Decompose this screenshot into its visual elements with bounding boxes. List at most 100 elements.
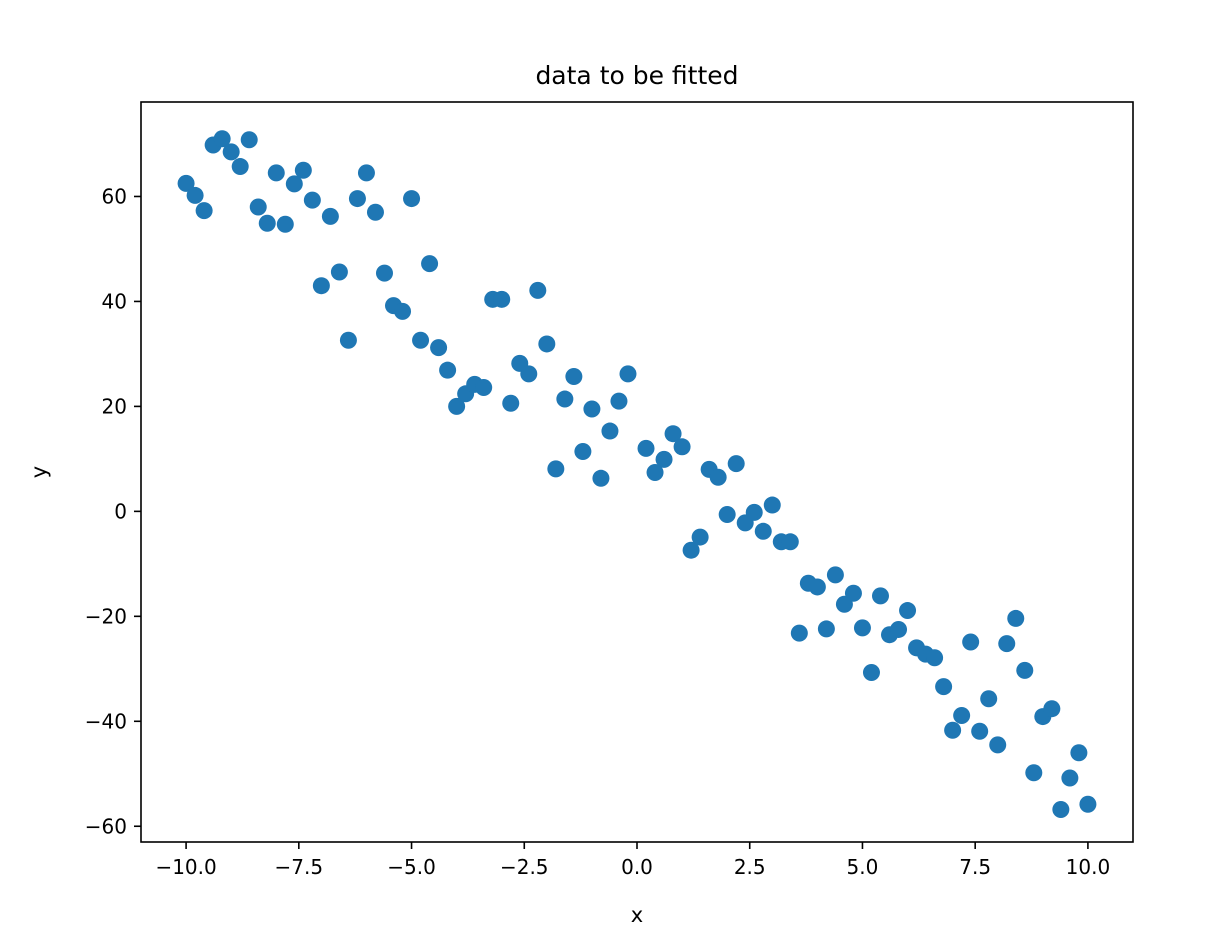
data-point-10 xyxy=(267,164,285,182)
data-point-8 xyxy=(249,198,267,216)
data-point-33 xyxy=(475,379,493,396)
data-point-49 xyxy=(619,365,637,383)
data-point-1 xyxy=(186,186,204,204)
y-tick-label: −60 xyxy=(85,814,127,838)
y-tick-label: 40 xyxy=(102,289,127,313)
y-axis-label: y xyxy=(27,466,51,478)
chart-title: data to be fitted xyxy=(535,61,738,90)
data-point-79 xyxy=(899,602,917,620)
data-point-55 xyxy=(682,541,700,559)
data-point-99 xyxy=(1079,795,1097,813)
data-point-71 xyxy=(826,566,844,584)
x-tick-label: 0.0 xyxy=(621,855,653,879)
data-point-13 xyxy=(294,161,312,179)
x-tick-label: −2.5 xyxy=(500,855,549,879)
x-tick-label: −5.0 xyxy=(387,855,436,879)
data-point-18 xyxy=(339,331,357,349)
data-point-21 xyxy=(366,203,384,221)
data-point-88 xyxy=(980,690,998,708)
data-point-95 xyxy=(1043,700,1061,718)
data-point-36 xyxy=(502,394,520,412)
y-axis: −60 −40 −20 0 20 40 60 xyxy=(85,184,141,838)
data-point-38 xyxy=(520,365,538,383)
data-point-96 xyxy=(1052,800,1070,818)
data-point-84 xyxy=(944,721,962,739)
x-tick-label: 2.5 xyxy=(734,855,766,879)
data-point-75 xyxy=(862,663,880,681)
data-point-11 xyxy=(276,215,294,233)
data-point-91 xyxy=(1007,609,1025,627)
data-point-24 xyxy=(394,302,412,320)
data-point-46 xyxy=(592,469,610,487)
data-point-47 xyxy=(601,422,619,440)
x-axis: −10.0 −7.5 −5.0 −2.5 0.0 2.5 5.0 7.5 10.0 xyxy=(155,842,1110,879)
data-point-86 xyxy=(962,633,980,651)
data-point-30 xyxy=(448,397,466,415)
data-point-42 xyxy=(556,390,574,408)
data-point-63 xyxy=(754,522,772,540)
data-point-27 xyxy=(421,255,439,273)
data-point-67 xyxy=(790,624,808,642)
data-point-82 xyxy=(926,649,944,667)
data-point-93 xyxy=(1025,764,1043,782)
data-point-53 xyxy=(664,425,682,443)
data-point-59 xyxy=(718,506,736,524)
data-point-66 xyxy=(781,533,799,551)
x-tick-label: −7.5 xyxy=(275,855,324,879)
data-point-58 xyxy=(709,468,727,486)
data-point-26 xyxy=(412,331,430,349)
data-point-22 xyxy=(375,264,393,282)
data-point-17 xyxy=(330,263,348,281)
data-point-2 xyxy=(195,202,213,220)
data-point-14 xyxy=(303,191,321,209)
data-point-40 xyxy=(538,335,556,353)
data-point-64 xyxy=(763,496,781,514)
data-point-74 xyxy=(853,619,871,637)
data-point-5 xyxy=(222,143,240,161)
data-point-43 xyxy=(565,367,583,385)
data-point-52 xyxy=(655,450,673,468)
data-point-89 xyxy=(989,736,1007,754)
data-point-97 xyxy=(1061,769,1079,787)
x-tick-label: 10.0 xyxy=(1066,855,1111,879)
data-point-20 xyxy=(357,164,375,182)
data-point-44 xyxy=(574,443,592,461)
x-tick-label: 5.0 xyxy=(847,855,879,879)
data-point-29 xyxy=(439,361,457,379)
data-point-25 xyxy=(403,190,421,208)
data-point-70 xyxy=(817,620,835,638)
x-tick-label: 7.5 xyxy=(959,855,991,879)
data-point-51 xyxy=(646,464,664,482)
data-point-92 xyxy=(1016,661,1034,679)
data-point-9 xyxy=(258,214,276,232)
data-point-56 xyxy=(691,528,709,546)
data-point-54 xyxy=(673,438,691,456)
y-tick-label: 0 xyxy=(114,499,127,523)
data-point-85 xyxy=(953,707,971,725)
data-point-62 xyxy=(745,503,763,521)
data-point-16 xyxy=(321,207,339,225)
data-point-39 xyxy=(529,281,547,299)
data-points xyxy=(177,130,1097,818)
y-tick-label: 60 xyxy=(102,184,127,208)
data-point-69 xyxy=(808,578,826,596)
data-point-12 xyxy=(285,175,303,193)
data-point-50 xyxy=(637,439,655,457)
data-point-87 xyxy=(971,722,989,740)
x-axis-label: x xyxy=(631,903,643,927)
x-tick-label: −10.0 xyxy=(155,855,216,879)
data-point-6 xyxy=(231,158,249,176)
data-point-28 xyxy=(430,339,448,357)
data-point-0 xyxy=(177,174,195,192)
data-point-60 xyxy=(727,455,745,473)
data-point-7 xyxy=(240,131,258,149)
data-point-78 xyxy=(890,620,908,638)
data-point-98 xyxy=(1070,744,1088,762)
data-point-19 xyxy=(348,190,366,208)
data-point-76 xyxy=(871,587,889,605)
data-point-73 xyxy=(844,584,862,602)
data-point-41 xyxy=(547,460,565,478)
data-point-90 xyxy=(998,635,1016,653)
data-point-15 xyxy=(312,277,330,295)
